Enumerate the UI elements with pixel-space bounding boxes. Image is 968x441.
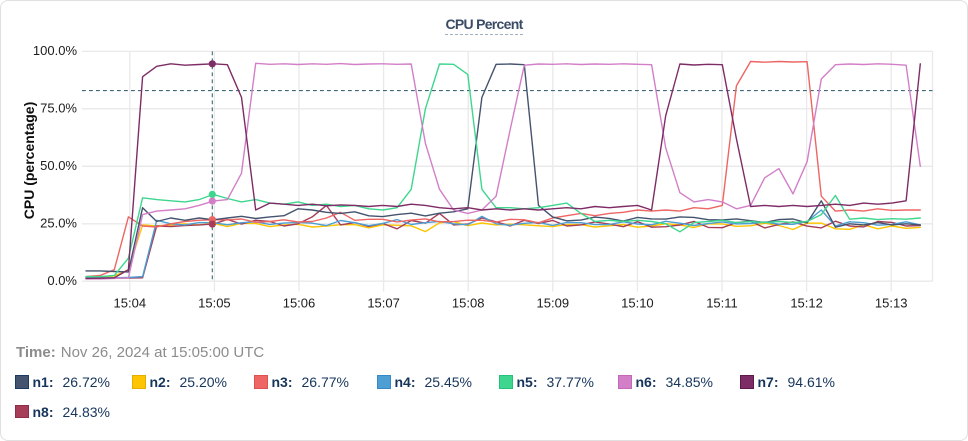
svg-text:15:04: 15:04 [114, 295, 147, 310]
svg-text:100.0%: 100.0% [33, 43, 78, 58]
svg-text:CPU (percentage): CPU (percentage) [21, 102, 37, 219]
svg-text:15:11: 15:11 [706, 295, 738, 310]
svg-text:15:08: 15:08 [452, 295, 485, 310]
svg-text:0.0%: 0.0% [47, 273, 77, 288]
svg-text:15:05: 15:05 [198, 295, 231, 310]
svg-text:15:13: 15:13 [875, 295, 908, 310]
svg-text:15:10: 15:10 [621, 295, 654, 310]
svg-text:25.0%: 25.0% [40, 216, 77, 231]
svg-text:75.0%: 75.0% [40, 101, 77, 116]
svg-text:50.0%: 50.0% [40, 158, 77, 173]
svg-text:15:09: 15:09 [537, 295, 570, 310]
svg-text:15:07: 15:07 [367, 295, 400, 310]
svg-text:15:12: 15:12 [790, 295, 823, 310]
svg-text:15:06: 15:06 [283, 295, 316, 310]
